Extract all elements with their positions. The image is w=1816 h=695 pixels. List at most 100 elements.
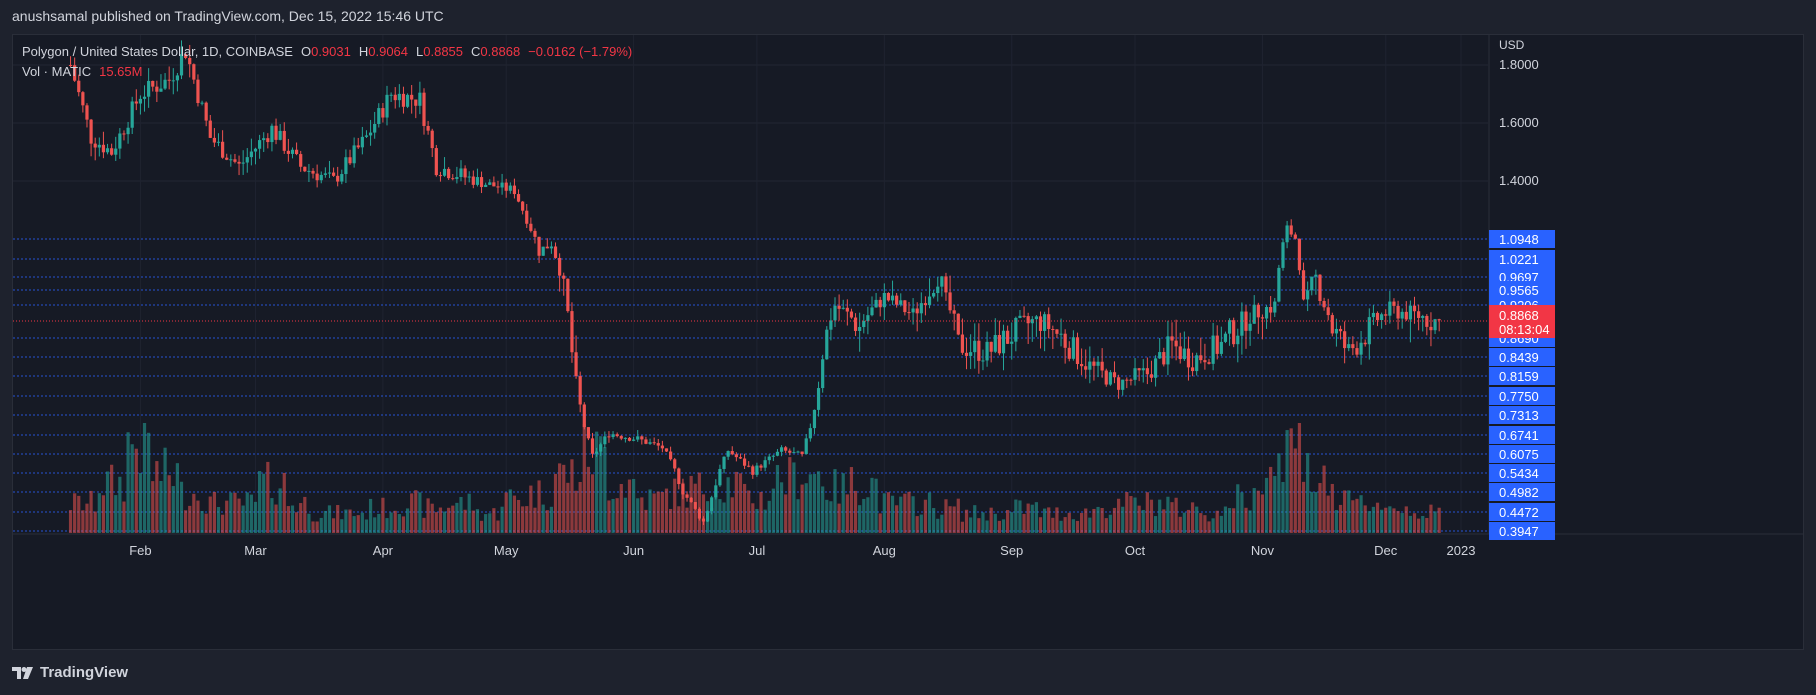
candle-body [455,177,459,180]
volume-bar [278,488,282,533]
volume-bar [323,510,327,533]
candle-body [533,230,537,237]
level-tag [1489,426,1555,444]
volume-bar [1330,483,1334,533]
candle-body [677,468,681,485]
tradingview-brand[interactable]: TradingView [12,664,128,681]
volume-bar [788,457,792,533]
candle-body [742,458,747,466]
volume-bar [1281,481,1285,533]
volume-bar [471,510,475,533]
candle-body [595,451,599,454]
candle-body [126,127,130,135]
x-tick-label: Sep [1000,543,1023,558]
candle-body [1306,290,1310,300]
candle-body [89,119,93,144]
volume-bar [340,519,344,533]
volume-bar [932,508,936,533]
volume-bar [755,508,759,533]
volume-bar [685,507,689,533]
volume-bar [525,506,529,533]
candle-body [1067,347,1071,359]
volume-bar [697,472,701,533]
volume-bar [397,514,401,533]
candle-body [1252,304,1256,324]
volume-bar [553,473,558,533]
last-price-value: 0.8868 [1499,308,1539,323]
candle-body [1030,319,1034,324]
volume-bar [619,484,623,533]
volume-bar [689,475,693,533]
candle-body [142,96,147,99]
candle-body [1338,328,1343,332]
candle-body [1170,336,1174,341]
volume-bar [270,498,274,533]
volume-bar [586,466,590,533]
volume-bar [660,492,664,533]
candle-body [1186,348,1191,368]
volume-bar [1310,491,1314,533]
volume-bar [1412,513,1417,533]
volume-bar [245,492,249,533]
volume-bar [599,436,603,533]
volume-bar [1433,511,1437,533]
volume-bar [673,478,677,533]
candle-body [1232,320,1236,345]
volume-bar [430,503,434,533]
candle-body [615,434,619,437]
candle-body [1153,358,1158,378]
candle-body [907,312,911,314]
x-tick-label: May [494,543,519,558]
volume-bar [381,497,385,533]
high-label: H [358,44,369,59]
volume-bar [829,501,833,533]
candle-body [327,172,332,174]
candle-body [648,442,652,444]
volume-bar [1018,500,1022,533]
volume-bar [1112,507,1117,533]
volume-bar [1227,508,1232,533]
candle-body [751,466,755,475]
volume-value: 15.65M [99,64,143,79]
volume-bar [1038,517,1043,533]
candle-body [570,311,574,353]
volume-bar [771,488,775,533]
volume-bar [833,469,837,533]
volume-bar [299,503,303,533]
candle-body [779,447,784,452]
candlestick-chart[interactable]: Feb Mar Apr May Jun Jul Aug Sep Oct Nov Dec 2023 1.0… [13,35,1803,649]
candle-body [722,456,726,469]
candle-body [1092,361,1096,366]
candle-body [878,299,882,308]
volume-bar [882,493,886,533]
candle-body [307,170,311,172]
candle-body [1199,355,1203,361]
candle-body [833,305,837,321]
level-tag-label: 0.3947 [1499,524,1539,539]
candle-body [138,98,143,104]
candle-body [1034,316,1038,320]
candle-body [471,176,475,185]
candle-body [1162,352,1166,365]
x-tick-label: Apr [373,543,394,558]
volume-label: Vol · MATIC [22,64,92,79]
candle-body [923,303,928,306]
candle-body [619,436,623,439]
candle-body [1269,306,1273,313]
candle-body [919,303,923,314]
level-tag [1489,483,1555,501]
volume-bar [1137,505,1141,533]
candle-body [196,79,200,104]
volume-bar [1170,502,1174,533]
volume-bar [590,474,595,533]
level-tag [1489,281,1555,299]
volume-bar [751,503,755,533]
volume-bar [426,498,430,533]
volume-bar [1059,520,1063,533]
candle-body [1318,274,1322,301]
candle-body [225,157,229,160]
chart-pane[interactable]: Feb Mar Apr May Jun Jul Aug Sep Oct Nov Dec 2023 1.0… [12,34,1804,650]
candle-body [940,276,944,287]
candle-body [155,86,159,92]
volume-bar [1351,500,1355,533]
